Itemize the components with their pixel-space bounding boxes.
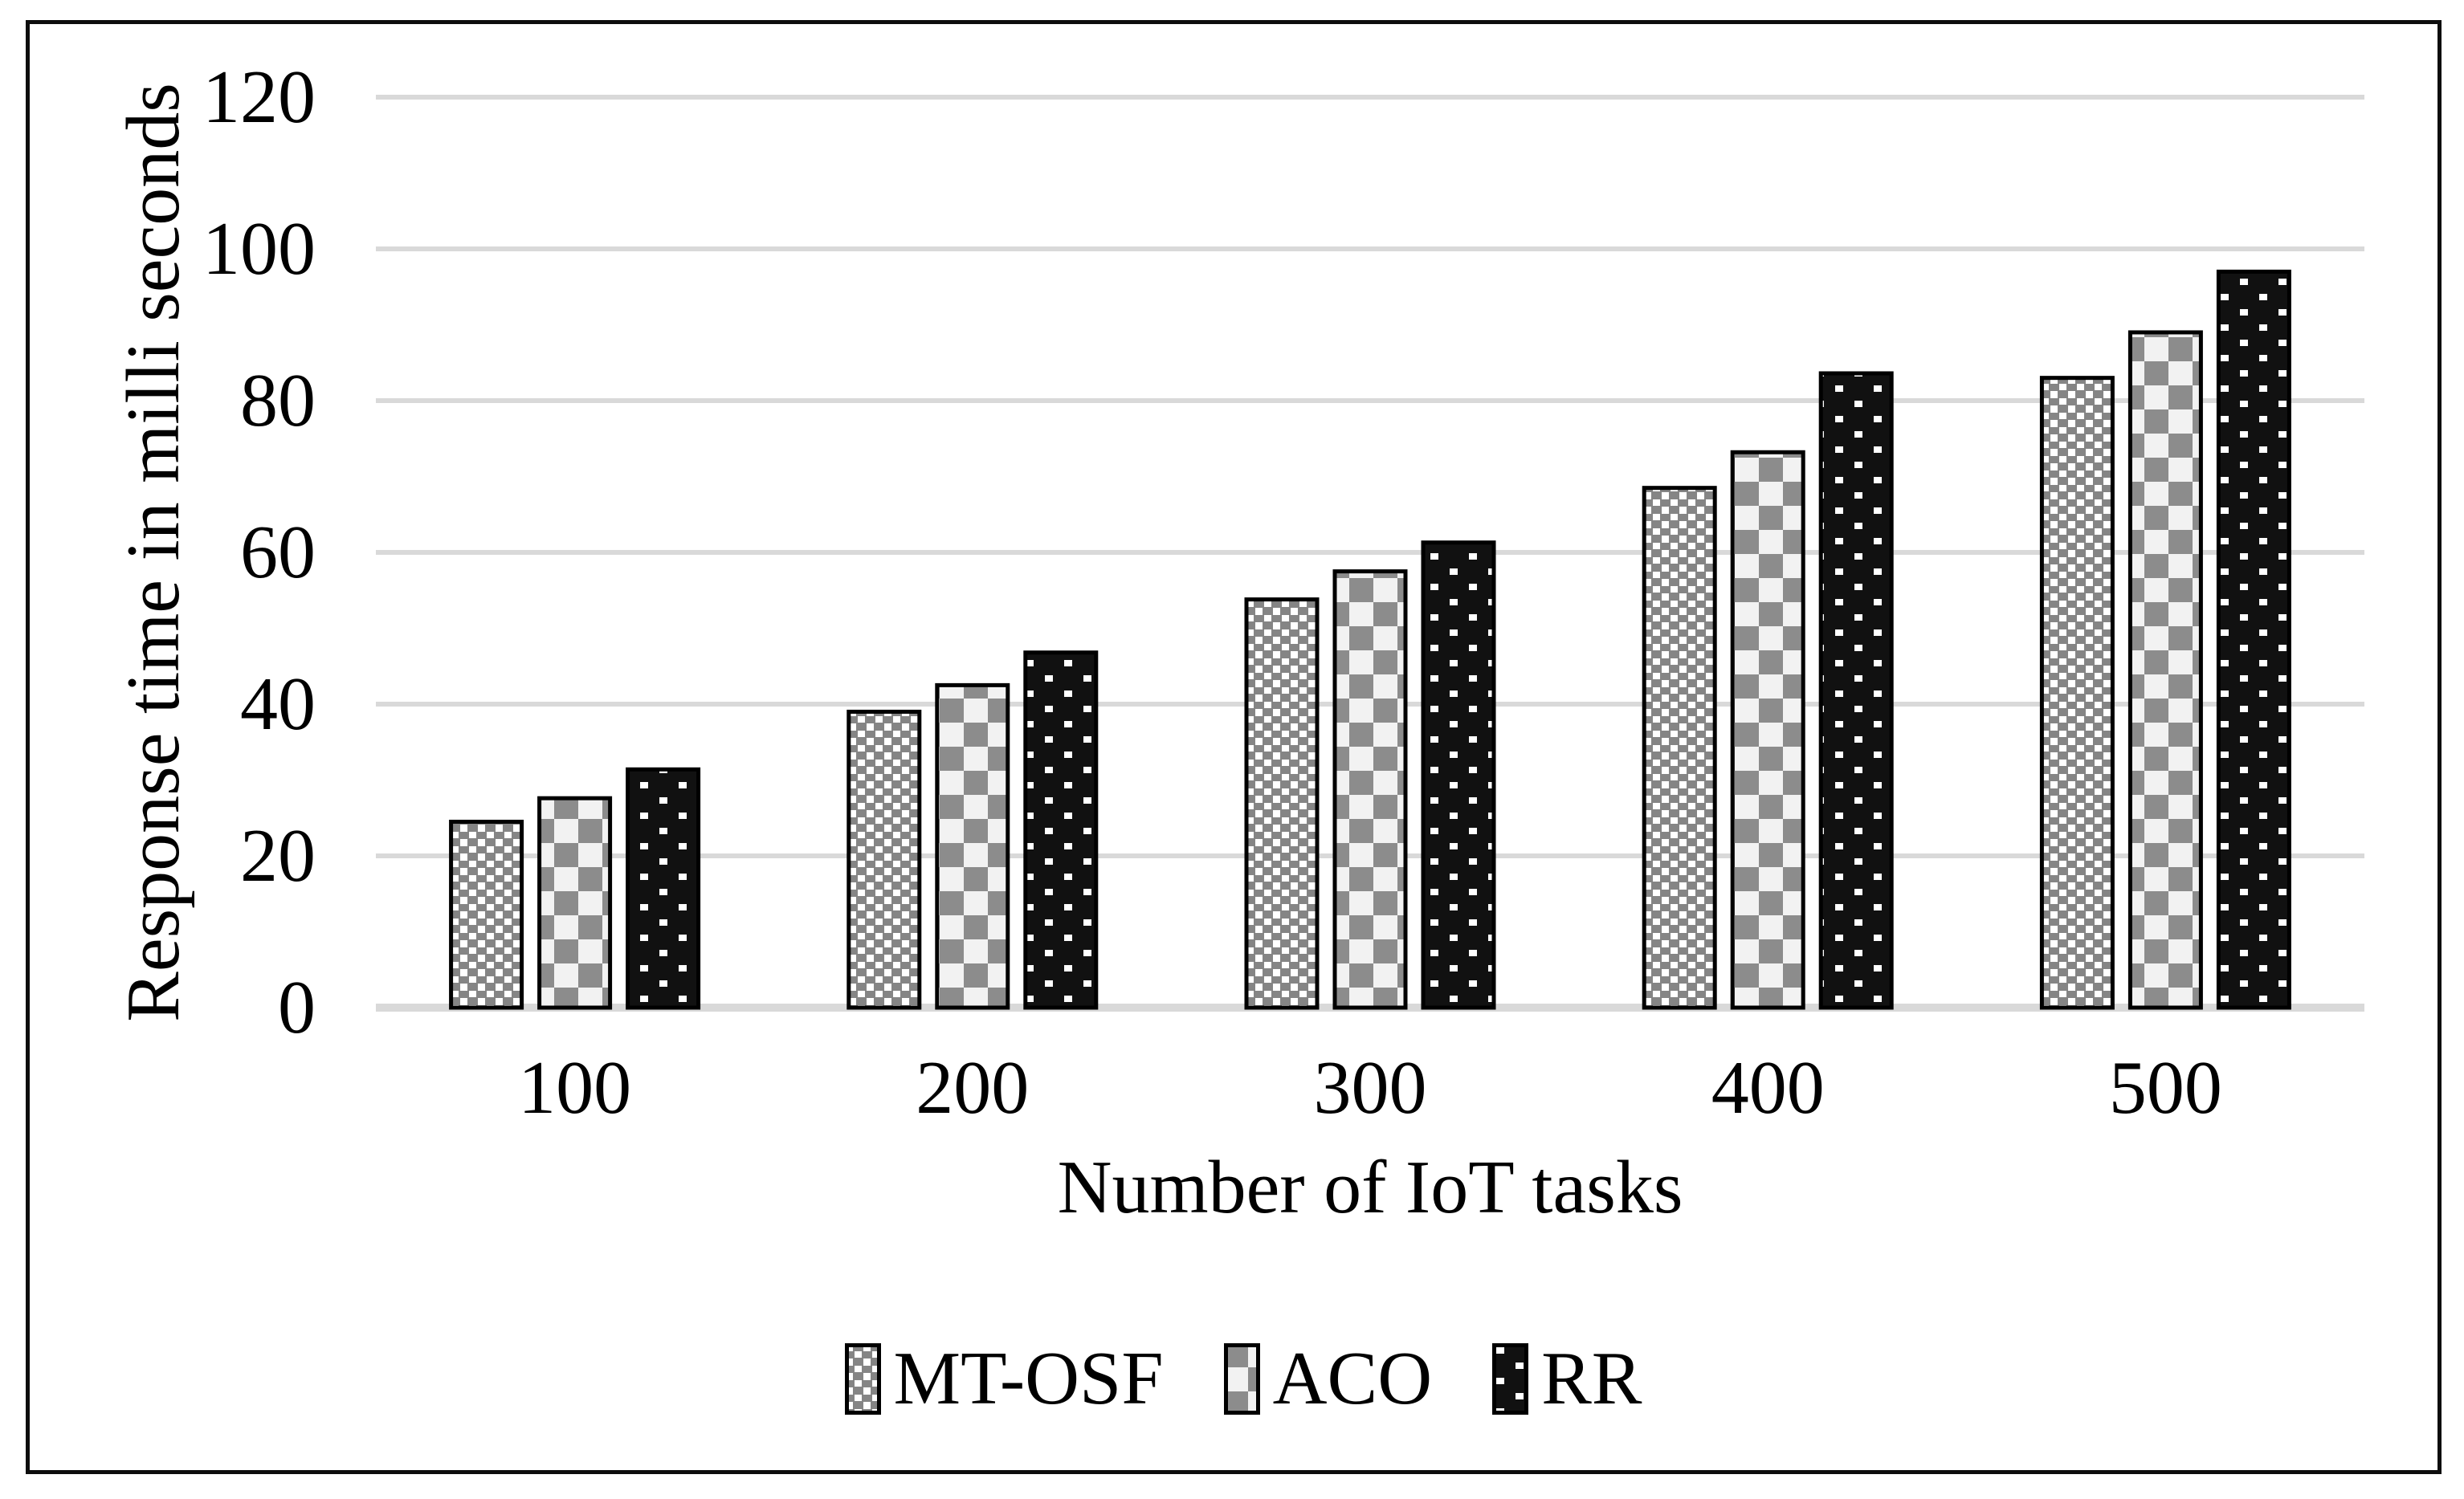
y-tick-label-120: 120 xyxy=(202,55,316,139)
x-tick-label-100: 100 xyxy=(518,1046,632,1130)
gridline-y-80 xyxy=(376,398,2364,403)
bar-RR-200 xyxy=(1023,650,1099,1010)
bar-MT-OSF-200 xyxy=(846,709,922,1010)
y-tick-label-40: 40 xyxy=(240,662,316,746)
bar-RR-300 xyxy=(1421,540,1496,1010)
bar-RR-500 xyxy=(2216,269,2291,1010)
legend-item-ACO: ACO xyxy=(1223,1337,1433,1420)
legend-label-MT-OSF: MT-OSF xyxy=(893,1337,1164,1420)
bar-ACO-400 xyxy=(1730,450,1805,1010)
legend-label-ACO: ACO xyxy=(1272,1337,1433,1420)
bar-MT-OSF-100 xyxy=(449,819,524,1010)
legend: MT-OSF ACO RR xyxy=(249,1334,2238,1423)
bar-RR-100 xyxy=(626,767,701,1010)
bar-MT-OSF-400 xyxy=(1642,486,1717,1010)
bar-RR-400 xyxy=(1818,371,1894,1010)
x-tick-label-500: 500 xyxy=(2108,1046,2222,1130)
bars xyxy=(449,269,2291,1010)
gridline-y-60 xyxy=(376,550,2364,555)
bar-ACO-100 xyxy=(537,796,613,1010)
legend-item-RR: RR xyxy=(1492,1341,1642,1416)
legend-item-MT-OSF: MT-OSF xyxy=(844,1337,1164,1420)
bar-ACO-500 xyxy=(2127,330,2203,1010)
y-tick-label-80: 80 xyxy=(240,359,316,442)
x-axis-title: Number of IoT tasks xyxy=(1057,1146,1683,1229)
x-tick-label-300: 300 xyxy=(1313,1046,1427,1130)
gridline-y-100 xyxy=(376,246,2364,251)
y-tick-label-20: 20 xyxy=(240,814,316,898)
figure-border xyxy=(26,20,2442,1474)
bar-ACO-300 xyxy=(1332,569,1408,1010)
legend-label-RR: RR xyxy=(1541,1337,1642,1420)
gridline-y-120 xyxy=(376,95,2364,100)
legend-swatch-diagonal-hatch-icon xyxy=(844,1342,881,1415)
legend-swatch-dotted-black-icon xyxy=(1492,1342,1529,1415)
x-tick-label-400: 400 xyxy=(1711,1046,1825,1130)
y-tick-label-60: 60 xyxy=(240,511,316,594)
legend-swatch-checkerboard-icon xyxy=(1223,1342,1260,1415)
bar-MT-OSF-500 xyxy=(2039,376,2115,1010)
y-tick-label-100: 100 xyxy=(202,207,316,291)
bar-ACO-200 xyxy=(935,682,1010,1010)
y-tick-label-0: 0 xyxy=(278,966,316,1049)
bar-MT-OSF-300 xyxy=(1244,597,1320,1010)
x-tick-label-200: 200 xyxy=(916,1046,1030,1130)
